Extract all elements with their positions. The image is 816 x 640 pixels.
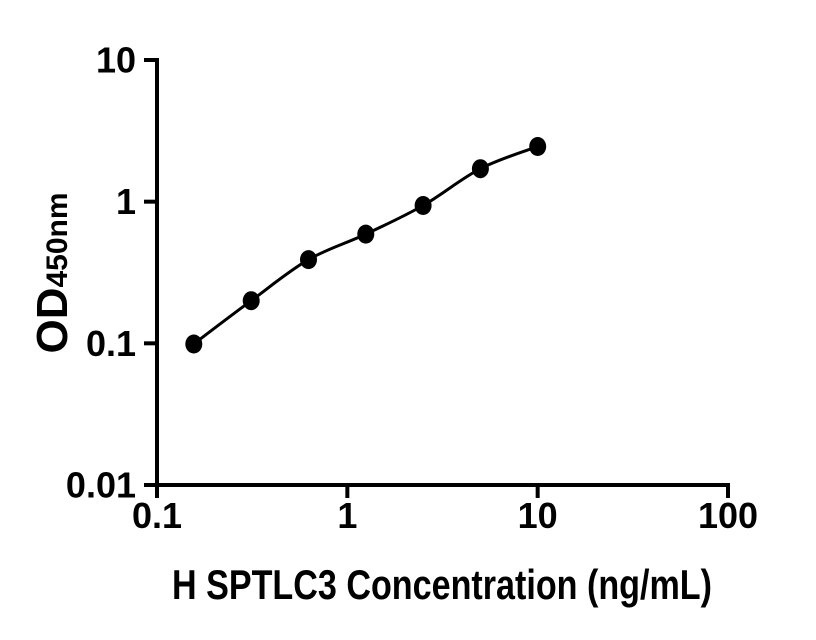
data-point: [300, 250, 317, 270]
fit-curve: [192, 145, 539, 346]
data-point: [414, 196, 432, 215]
x-tick-label: 10: [518, 495, 558, 536]
data-point: [529, 137, 547, 156]
x-tick-label: 0.1: [132, 495, 182, 536]
data-point: [242, 291, 260, 311]
data-point: [471, 159, 489, 179]
y-tick-label: 1: [116, 181, 136, 222]
ticks-layer: [144, 58, 730, 498]
y-tick-label: 0.01: [66, 465, 136, 506]
y-axis-title: OD450nm: [28, 192, 77, 353]
y-axis-title-main: OD: [28, 288, 77, 354]
y-tick-label: 0.1: [86, 323, 136, 364]
series-layer: [185, 137, 547, 354]
y-axis-title-sub: 450nm: [41, 192, 74, 287]
x-tick-label: 100: [698, 495, 758, 536]
x-axis-title: H SPTLC3 Concentration (ng/mL): [172, 561, 712, 608]
data-point: [357, 224, 375, 244]
y-tick-label: 10: [96, 40, 136, 81]
data-point: [185, 334, 203, 354]
axes-layer: [155, 58, 730, 487]
x-tick-label: 1: [337, 495, 357, 536]
